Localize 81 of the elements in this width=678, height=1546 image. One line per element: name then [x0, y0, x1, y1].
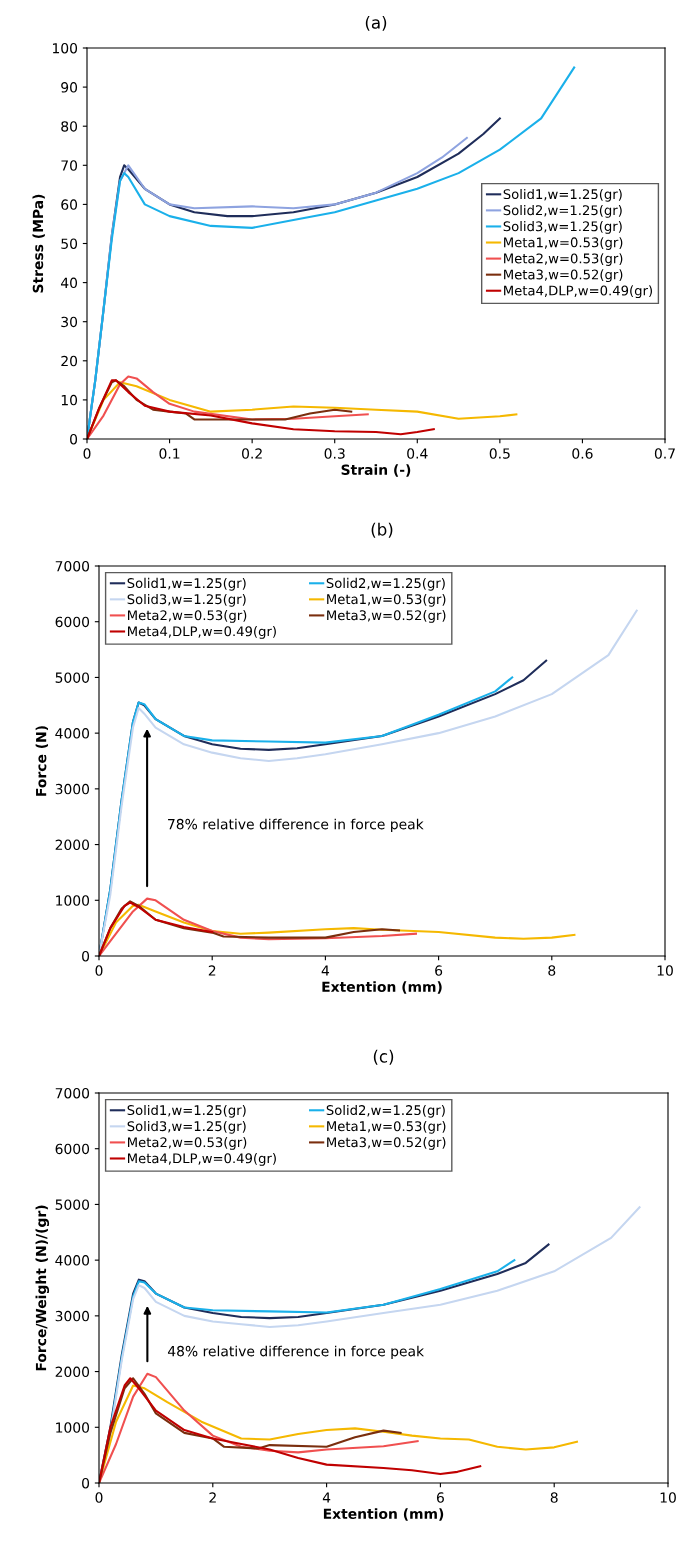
x-axis-title: Extention (mm) — [323, 1508, 444, 1521]
chart-title: (c) — [373, 1049, 394, 1065]
x-tick-label: 6 — [436, 1492, 444, 1503]
x-tick-label: 0.6 — [572, 448, 593, 459]
legend-label: Meta2,w=0.53(gr) — [128, 1137, 247, 1150]
legend-label: Meta4,DLP,w=0.49(gr) — [128, 626, 276, 639]
y-tick-label: 6000 — [55, 1143, 90, 1155]
line-series — [87, 379, 435, 439]
y-tick-label: 5000 — [55, 1199, 90, 1210]
x-tick-label: 8 — [550, 1492, 558, 1503]
y-tick-label: 4000 — [55, 1255, 90, 1266]
y-tick-label: 20 — [61, 355, 78, 367]
y-tick-label: 80 — [61, 121, 78, 132]
y-tick-label: 5000 — [55, 672, 90, 683]
y-tick-label: 70 — [61, 160, 78, 171]
y-tick-label: 4000 — [55, 728, 90, 739]
legend-label: Meta3,w=0.52(gr) — [327, 610, 446, 623]
y-tick-label: 40 — [60, 277, 78, 289]
x-tick-label: 0 — [95, 1492, 103, 1503]
y-tick-label: 0 — [82, 1477, 90, 1489]
x-tick-label: 0.3 — [324, 448, 345, 459]
y-tick-label: 1000 — [56, 895, 90, 906]
x-tick-label: 4 — [321, 965, 330, 976]
legend-label: Meta1,w=0.53(gr) — [504, 237, 623, 250]
annotation: 78% relative difference in force peak — [168, 818, 424, 833]
legend-label: Meta1,w=0.53(gr) — [327, 593, 446, 607]
legend-label: Solid1,w=1.25(gr) — [127, 1104, 246, 1118]
y-tick-label: 2000 — [55, 1366, 90, 1378]
chart-title: (b) — [371, 522, 393, 538]
legend-label: Meta4,DLP,w=0.49(gr) — [128, 1153, 276, 1166]
y-tick-label: 30 — [61, 316, 78, 328]
y-axis-title: Stress (MPa) — [32, 194, 45, 293]
x-tick-label: 0.1 — [159, 448, 180, 459]
legend-label: Meta4,DLP,w=0.49(gr) — [504, 285, 652, 299]
y-axis-title: Force/Weight (N)/(gr) — [35, 1205, 50, 1371]
x-tick-label: 6 — [435, 965, 443, 976]
y-tick-label: 7000 — [55, 1087, 90, 1099]
y-tick-label: 50 — [61, 238, 78, 249]
y-tick-label: 6000 — [55, 616, 90, 628]
x-axis-title: Strain (-) — [341, 464, 411, 477]
x-tick-label: 0.2 — [242, 448, 262, 459]
x-tick-label: 2 — [209, 1492, 216, 1503]
legend-label: Solid3,w=1.25(gr) — [127, 593, 246, 607]
legend-label: Solid3,w=1.25(gr) — [127, 1120, 246, 1134]
y-axis-title: Force (N) — [35, 726, 49, 796]
legend-label: Solid3,w=1.25(gr) — [503, 221, 622, 234]
y-tick-label: 10 — [61, 394, 78, 406]
x-tick-label: 8 — [548, 965, 556, 976]
line-series — [99, 901, 214, 956]
x-tick-label: 0.7 — [654, 448, 675, 459]
legend-label: Meta2,w=0.53(gr) — [504, 253, 623, 266]
x-tick-label: 0.5 — [489, 448, 510, 459]
y-tick-label: 7000 — [55, 560, 90, 572]
legend-label: Solid2,w=1.25(gr) — [326, 1104, 445, 1118]
y-tick-label: 0 — [70, 433, 78, 445]
legend-label: Solid1,w=1.25(gr) — [503, 188, 622, 202]
legend-label: Meta2,w=0.53(gr) — [128, 610, 247, 623]
x-tick-label: 4 — [322, 1492, 331, 1503]
y-tick-label: 100 — [52, 42, 78, 54]
y-tick-label: 3000 — [55, 1310, 90, 1322]
legend-label: Meta1,w=0.53(gr) — [327, 1120, 446, 1134]
y-tick-label: 2000 — [55, 839, 90, 851]
chart-title: (a) — [365, 15, 387, 31]
legend-label: Solid2,w=1.25(gr) — [503, 204, 622, 218]
x-tick-label: 10 — [660, 1492, 676, 1503]
x-tick-label: 10 — [657, 965, 673, 976]
y-tick-label: 90 — [61, 82, 78, 93]
x-tick-label: 2 — [208, 965, 216, 976]
y-tick-label: 60 — [61, 199, 78, 210]
x-tick-label: 0.4 — [407, 448, 428, 459]
x-axis-title: Extention (mm) — [322, 981, 442, 994]
x-tick-label: 0 — [95, 965, 103, 976]
line-series — [99, 1377, 482, 1483]
y-tick-label: 3000 — [55, 783, 90, 795]
legend-label: Solid1,w=1.25(gr) — [127, 577, 246, 591]
legend-label: Meta3,w=0.52(gr) — [327, 1137, 446, 1150]
annotation: 48% relative difference in force peak — [167, 1345, 425, 1360]
legend-label: Solid2,w=1.25(gr) — [326, 577, 445, 591]
y-tick-label: 1000 — [56, 1422, 90, 1433]
legend-label: Meta3,w=0.52(gr) — [504, 269, 623, 283]
y-tick-label: 0 — [82, 950, 90, 962]
